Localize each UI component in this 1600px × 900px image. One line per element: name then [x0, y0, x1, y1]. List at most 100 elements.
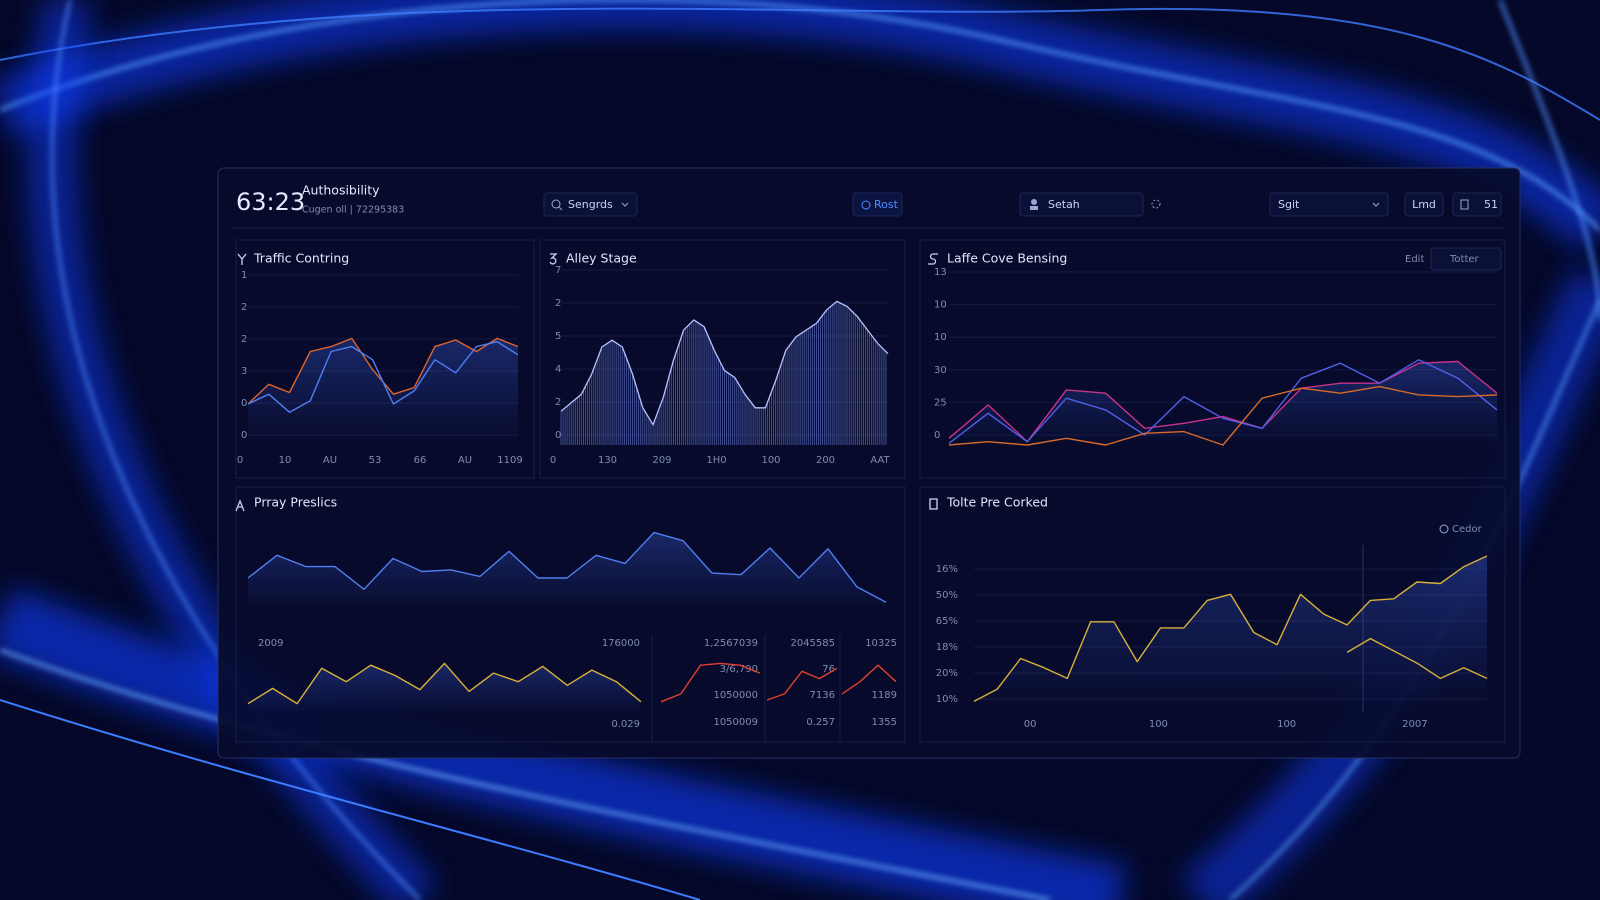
panel-button-bg[interactable] [1430, 247, 1502, 271]
table-label: 1355 [872, 717, 897, 728]
table-label: 2045585 [790, 638, 835, 649]
x-tick-label: 66 [414, 455, 427, 466]
y-tick-label: 1 [241, 270, 247, 281]
x-tick-label: 200 [816, 455, 835, 466]
y-tick-label: 2 [241, 334, 247, 345]
button-icon[interactable] [1439, 524, 1449, 534]
count-icon [1460, 199, 1469, 210]
panel-title: Traffic Contring [253, 251, 349, 266]
line [247, 662, 642, 705]
search-text[interactable]: Sengrds [568, 198, 613, 211]
line [766, 667, 838, 701]
panel-icons [235, 253, 938, 512]
user-text[interactable]: Setah [1048, 198, 1080, 211]
y-tick-label: 0 [934, 430, 940, 441]
y-tick-label: 13 [934, 267, 947, 278]
chevron [1372, 202, 1380, 207]
table-label: 7136 [810, 690, 835, 701]
panel [235, 239, 535, 479]
icon [549, 253, 558, 265]
y-tick-label: 5 [555, 331, 561, 342]
y-tick-label: 0 [241, 430, 247, 441]
button-bg[interactable] [852, 192, 903, 217]
y-tick-label: 18% [936, 642, 958, 653]
y-tick-label: 65% [936, 616, 958, 627]
button-icon [861, 200, 871, 210]
user-field[interactable] [1019, 192, 1144, 217]
search-field[interactable] [543, 192, 638, 217]
settings-icon[interactable] [1151, 199, 1161, 209]
button-text[interactable]: Rost [874, 198, 899, 211]
x-tick-label: 1H0 [706, 455, 726, 466]
y-tick-label: 50% [936, 590, 958, 601]
y-tick-label: 0 [241, 398, 247, 409]
y-tick-label: 16% [936, 564, 958, 575]
select-field[interactable] [1269, 192, 1389, 217]
line [948, 359, 1498, 444]
panel-button[interactable]: Totter [1449, 254, 1480, 265]
table-label: 10325 [865, 638, 897, 649]
x-tick-label: AAT [870, 455, 890, 466]
table-label: 3/6,790 [720, 664, 758, 675]
table-label: 1050000 [713, 690, 758, 701]
panel [539, 239, 906, 479]
user-icon [1031, 199, 1037, 205]
icon [235, 499, 245, 512]
panel-button[interactable]: Cedor [1452, 524, 1483, 535]
line [841, 664, 897, 695]
icon [928, 253, 938, 265]
panel [919, 239, 1506, 479]
area [248, 532, 886, 612]
panel-title: Prray Preslics [254, 495, 337, 510]
x-tick-label: 130 [598, 455, 617, 466]
line [973, 555, 1488, 703]
count-text[interactable]: 51 [1484, 198, 1498, 211]
search-icon [558, 206, 563, 211]
x-tick-label: 1109 [497, 455, 522, 466]
app-title: Authosibility [302, 183, 380, 198]
stripe-outline [560, 300, 889, 427]
y-tick-label: 2 [241, 302, 247, 313]
y-tick-label: 0 [555, 430, 561, 441]
y-tick-label: 20% [936, 668, 958, 679]
count-box[interactable] [1452, 192, 1502, 217]
panel-button[interactable]: Edit [1405, 254, 1424, 265]
x-tick-label: AU [323, 455, 337, 466]
link-text[interactable]: Lmd [1412, 198, 1436, 211]
chevron [621, 202, 629, 207]
table-label: 1050009 [713, 717, 758, 728]
x-tick-label: 0 [550, 455, 556, 466]
select[interactable]: Sgit [1269, 192, 1389, 217]
table-label: 76 [822, 664, 835, 675]
x-tick-label: 100 [1149, 719, 1168, 730]
button[interactable]: Rost [852, 192, 903, 217]
x-tick-label: 100 [1277, 719, 1296, 730]
table-label: 176000 [602, 638, 640, 649]
line [1346, 637, 1488, 680]
x-tick-label: AU [458, 455, 472, 466]
user-icon [1030, 206, 1038, 210]
link-box[interactable] [1404, 192, 1444, 217]
icon [237, 253, 247, 265]
panel-title: Tolte Pre Corked [946, 495, 1048, 510]
table-label: 0.257 [806, 717, 835, 728]
line [660, 662, 761, 703]
y-tick-label: 4 [555, 364, 561, 375]
y-tick-label: 2 [555, 298, 561, 309]
y-tick-label: 30 [934, 365, 947, 376]
select-text[interactable]: Sgit [1278, 198, 1300, 211]
y-tick-label: 10 [934, 300, 947, 311]
search-box[interactable]: Sengrds [543, 192, 638, 217]
user-box[interactable]: Setah [1019, 192, 1144, 217]
search-icon [551, 199, 561, 209]
panel-title: Laffe Cove Bensing [947, 251, 1067, 266]
area [248, 663, 641, 714]
area [974, 556, 1487, 709]
clock: 63:23 [236, 188, 305, 216]
y-tick-label: 3 [241, 366, 247, 377]
table-label: 2009 [258, 638, 283, 649]
panel [919, 486, 1506, 743]
line [948, 360, 1498, 443]
area [949, 361, 1497, 445]
